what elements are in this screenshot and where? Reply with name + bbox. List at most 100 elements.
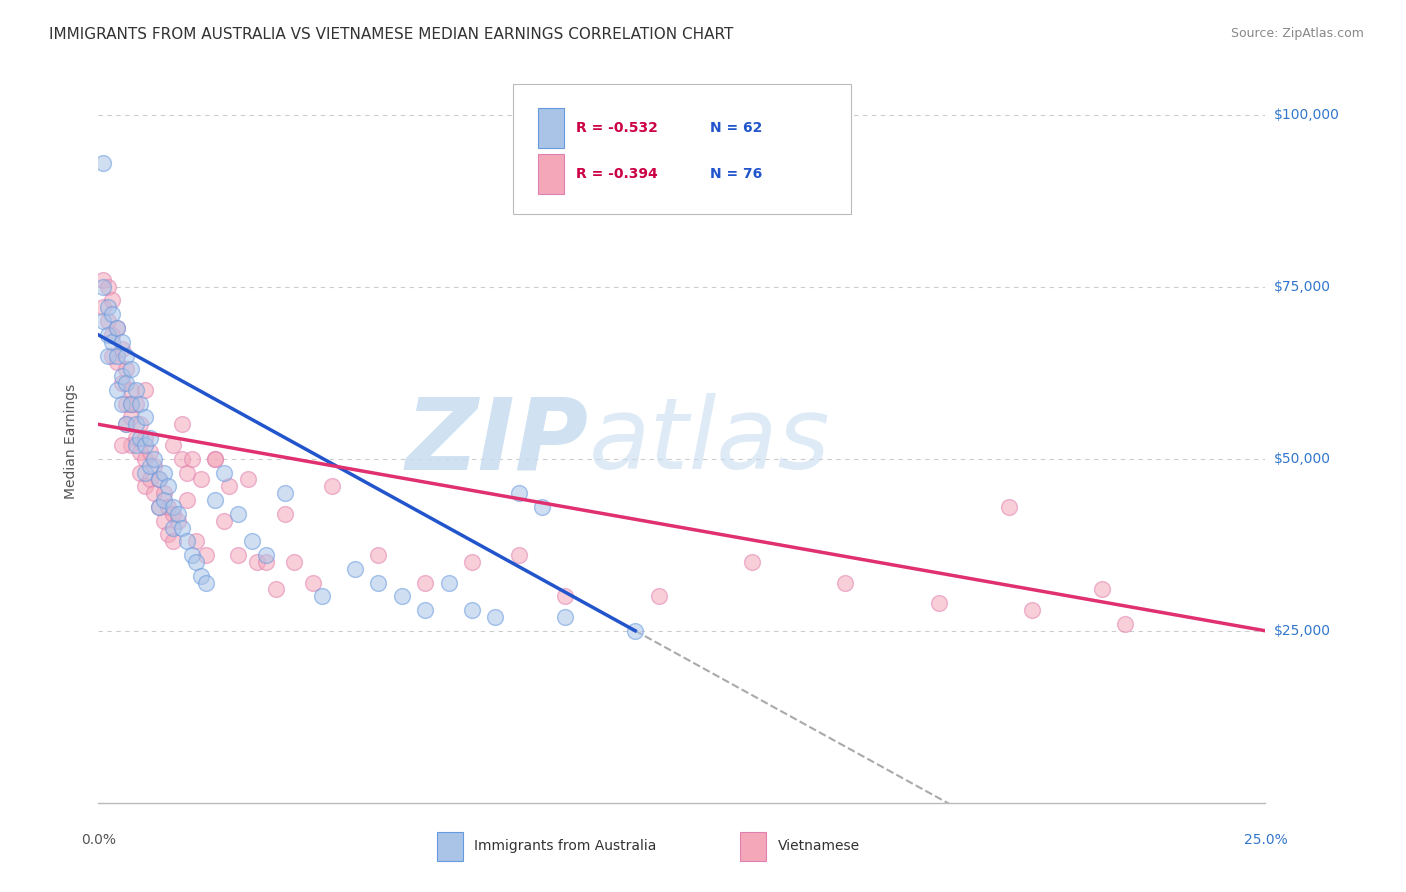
Point [120, 362, 142, 376]
Text: Source: ZipAtlas.com: Source: ZipAtlas.com [1230, 27, 1364, 40]
Point [413, 575, 436, 590]
Point [344, 562, 367, 576]
Point [105, 321, 128, 335]
Point [214, 514, 236, 528]
Point [176, 493, 198, 508]
FancyBboxPatch shape [538, 154, 564, 194]
Point [461, 603, 484, 617]
Text: IMMIGRANTS FROM AUSTRALIA VS VIETNAMESE MEDIAN EARNINGS CORRELATION CHART: IMMIGRANTS FROM AUSTRALIA VS VIETNAMESE … [49, 27, 734, 42]
Point [148, 472, 170, 486]
Point [134, 451, 156, 466]
Point [129, 431, 152, 445]
Point [162, 438, 184, 452]
Point [928, 596, 950, 610]
Point [530, 500, 553, 514]
Point [172, 417, 194, 432]
Text: $75,000: $75,000 [1274, 280, 1330, 293]
Point [115, 417, 138, 432]
Text: $50,000: $50,000 [1274, 451, 1330, 466]
Point [204, 493, 226, 508]
Point [148, 500, 170, 514]
Point [97, 314, 120, 328]
Point [97, 279, 120, 293]
FancyBboxPatch shape [437, 831, 463, 861]
Point [321, 479, 343, 493]
Point [228, 507, 250, 521]
Point [91, 273, 114, 287]
Point [186, 534, 208, 549]
Point [111, 397, 134, 411]
Point [554, 590, 576, 604]
Point [115, 362, 138, 376]
Point [741, 555, 763, 569]
Point [214, 466, 236, 480]
Point [101, 307, 124, 321]
Point [1091, 582, 1114, 597]
Point [120, 438, 142, 452]
Point [111, 334, 134, 349]
Text: 0.0%: 0.0% [82, 833, 115, 847]
Point [264, 582, 287, 597]
Point [246, 555, 269, 569]
Point [125, 397, 148, 411]
Point [91, 301, 114, 315]
Point [115, 376, 138, 390]
Point [152, 514, 174, 528]
Point [97, 301, 120, 315]
FancyBboxPatch shape [513, 84, 851, 214]
Point [508, 548, 530, 562]
Point [101, 293, 124, 308]
Point [311, 590, 333, 604]
Point [152, 466, 174, 480]
Point [111, 376, 134, 390]
Point [111, 438, 134, 452]
Point [162, 520, 184, 534]
Point [391, 590, 413, 604]
Point [97, 327, 120, 342]
Point [647, 590, 669, 604]
FancyBboxPatch shape [538, 108, 564, 148]
Point [190, 568, 212, 582]
Point [256, 548, 278, 562]
Point [101, 349, 124, 363]
Point [194, 575, 217, 590]
Point [162, 507, 184, 521]
Point [91, 314, 114, 328]
Point [97, 349, 120, 363]
Point [120, 397, 142, 411]
Point [413, 603, 436, 617]
Point [111, 342, 134, 356]
Point [125, 383, 148, 397]
Point [134, 431, 156, 445]
Point [461, 555, 484, 569]
FancyBboxPatch shape [741, 831, 766, 861]
Point [172, 520, 194, 534]
Point [274, 486, 297, 500]
Point [186, 555, 208, 569]
Point [1114, 616, 1136, 631]
Point [194, 548, 217, 562]
Point [143, 451, 166, 466]
Point [166, 507, 188, 521]
Point [228, 548, 250, 562]
Point [437, 575, 460, 590]
Point [218, 479, 240, 493]
Point [176, 466, 198, 480]
Point [143, 486, 166, 500]
Point [157, 479, 180, 493]
Point [242, 534, 264, 549]
Text: Immigrants from Australia: Immigrants from Australia [474, 839, 657, 853]
Point [162, 500, 184, 514]
Point [1021, 603, 1043, 617]
Point [152, 493, 174, 508]
Point [166, 514, 188, 528]
Point [624, 624, 647, 638]
Point [111, 369, 134, 384]
Point [157, 500, 180, 514]
Point [190, 472, 212, 486]
Point [115, 349, 138, 363]
Point [101, 327, 124, 342]
Point [139, 431, 162, 445]
Point [129, 417, 152, 432]
Text: R = -0.394: R = -0.394 [575, 168, 658, 181]
